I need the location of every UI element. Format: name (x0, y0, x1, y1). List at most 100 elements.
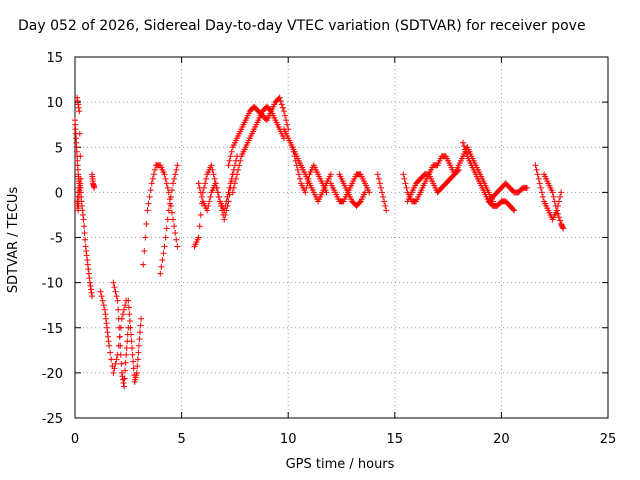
data-point (207, 193, 214, 200)
data-point (75, 104, 82, 111)
data-point (558, 189, 565, 196)
data-point (137, 329, 144, 336)
data-point (74, 94, 81, 101)
data-point (143, 220, 150, 227)
y-tick-label: -5 (50, 232, 63, 247)
data-point (145, 200, 152, 207)
data-point (237, 157, 244, 164)
data-point (510, 206, 517, 213)
data-point (149, 175, 156, 182)
data-point (166, 200, 173, 207)
x-tick-label: 25 (600, 432, 617, 447)
data-point (127, 331, 134, 338)
data-point (103, 324, 110, 331)
data-point (150, 171, 157, 178)
data-point (173, 236, 180, 243)
data-point (88, 289, 95, 296)
data-point (211, 175, 218, 182)
data-point (120, 380, 127, 387)
data-point (536, 180, 543, 187)
data-point (164, 184, 171, 191)
data-point (163, 225, 170, 232)
y-tick-label: 0 (55, 186, 63, 201)
data-point (356, 199, 363, 206)
data-point (111, 365, 118, 372)
data-point (381, 198, 388, 205)
data-point (174, 243, 181, 250)
data-point (98, 293, 105, 300)
data-point (225, 162, 232, 169)
data-point (227, 153, 234, 160)
data-point (103, 320, 110, 327)
data-point (130, 365, 137, 372)
data-point (382, 202, 389, 209)
grid (75, 57, 608, 418)
data-point (538, 189, 545, 196)
data-point (222, 211, 229, 218)
data-point (84, 257, 91, 264)
data-point (279, 104, 286, 111)
data-point (83, 252, 90, 259)
data-point (113, 293, 120, 300)
data-point (99, 297, 106, 304)
data-point (216, 198, 223, 205)
data-point (511, 207, 518, 214)
data-point (206, 198, 213, 205)
x-tick-label: 20 (493, 432, 510, 447)
data-point (376, 180, 383, 187)
data-point (110, 279, 117, 286)
data-point (122, 359, 129, 366)
data-point (81, 223, 88, 230)
data-point (533, 166, 540, 173)
data-point (125, 297, 132, 304)
x-axis-label: GPS time / hours (285, 457, 395, 472)
data-point (89, 293, 96, 300)
data-point (171, 175, 178, 182)
data-point (218, 202, 225, 209)
data-point (108, 356, 115, 363)
data-point (80, 216, 87, 223)
data-point (121, 306, 128, 313)
data-point (102, 315, 109, 322)
data-point (157, 270, 164, 277)
data-point (82, 236, 89, 243)
data-point (76, 108, 83, 115)
data-point (140, 261, 147, 268)
data-point (74, 97, 81, 104)
data-point (221, 216, 228, 223)
data-point (205, 202, 212, 209)
data-point (379, 189, 386, 196)
data-point (165, 207, 172, 214)
y-tick-label: -25 (42, 412, 63, 427)
data-point (170, 180, 177, 187)
data-point (164, 216, 171, 223)
data-point (234, 171, 241, 178)
data-point (204, 207, 211, 214)
data-point (267, 107, 274, 114)
data-point (134, 356, 141, 363)
data-point (85, 266, 92, 273)
data-point (214, 189, 221, 196)
data-point (79, 211, 86, 218)
data-point (291, 153, 298, 160)
data-point (235, 166, 242, 173)
data-point (209, 166, 216, 173)
data-point (105, 333, 112, 340)
data-point (303, 184, 310, 191)
data-point (305, 175, 312, 182)
data-point (377, 184, 384, 191)
data-point (537, 184, 544, 191)
data-point (101, 306, 108, 313)
data-point (87, 283, 94, 290)
data-point (78, 202, 85, 209)
data-point (161, 171, 168, 178)
data-point (112, 360, 119, 367)
data-point (292, 157, 299, 164)
data-point (162, 175, 169, 182)
data-point (130, 358, 137, 365)
data-point (104, 329, 111, 336)
data-point (383, 207, 390, 214)
data-point (173, 166, 180, 173)
data-point (551, 198, 558, 205)
data-point (127, 324, 134, 331)
